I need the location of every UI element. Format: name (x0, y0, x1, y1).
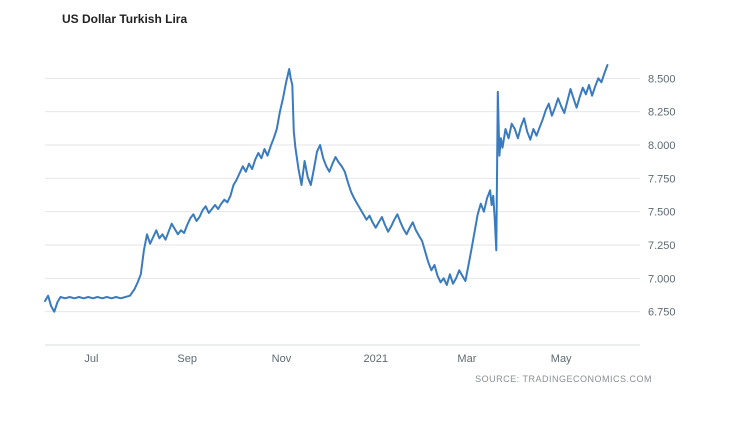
x-axis-tick-label: Mar (457, 353, 476, 365)
source-attribution: SOURCE: TRADINGECONOMICS.COM (475, 374, 652, 384)
y-axis-tick-label: 6.750 (648, 307, 676, 319)
x-axis-tick-label: Jul (84, 353, 98, 365)
y-axis-tick-label: 7.500 (648, 207, 676, 219)
y-axis-tick-label: 7.000 (648, 273, 676, 285)
chart-title: US Dollar Turkish Lira (62, 12, 188, 26)
x-axis-tick-label: May (551, 353, 572, 365)
x-axis-tick-label: Nov (272, 353, 292, 365)
y-axis-tick-label: 7.250 (648, 240, 676, 252)
y-axis-tick-label: 8.250 (648, 107, 676, 119)
price-line-series (44, 64, 609, 313)
x-axis-tick-label: 2021 (363, 353, 387, 365)
y-axis-tick-label: 8.000 (648, 140, 676, 152)
y-axis-tick-label: 7.750 (648, 173, 676, 185)
y-axis-tick-label: 8.500 (648, 73, 676, 85)
x-axis-tick-label: Sep (177, 353, 197, 365)
